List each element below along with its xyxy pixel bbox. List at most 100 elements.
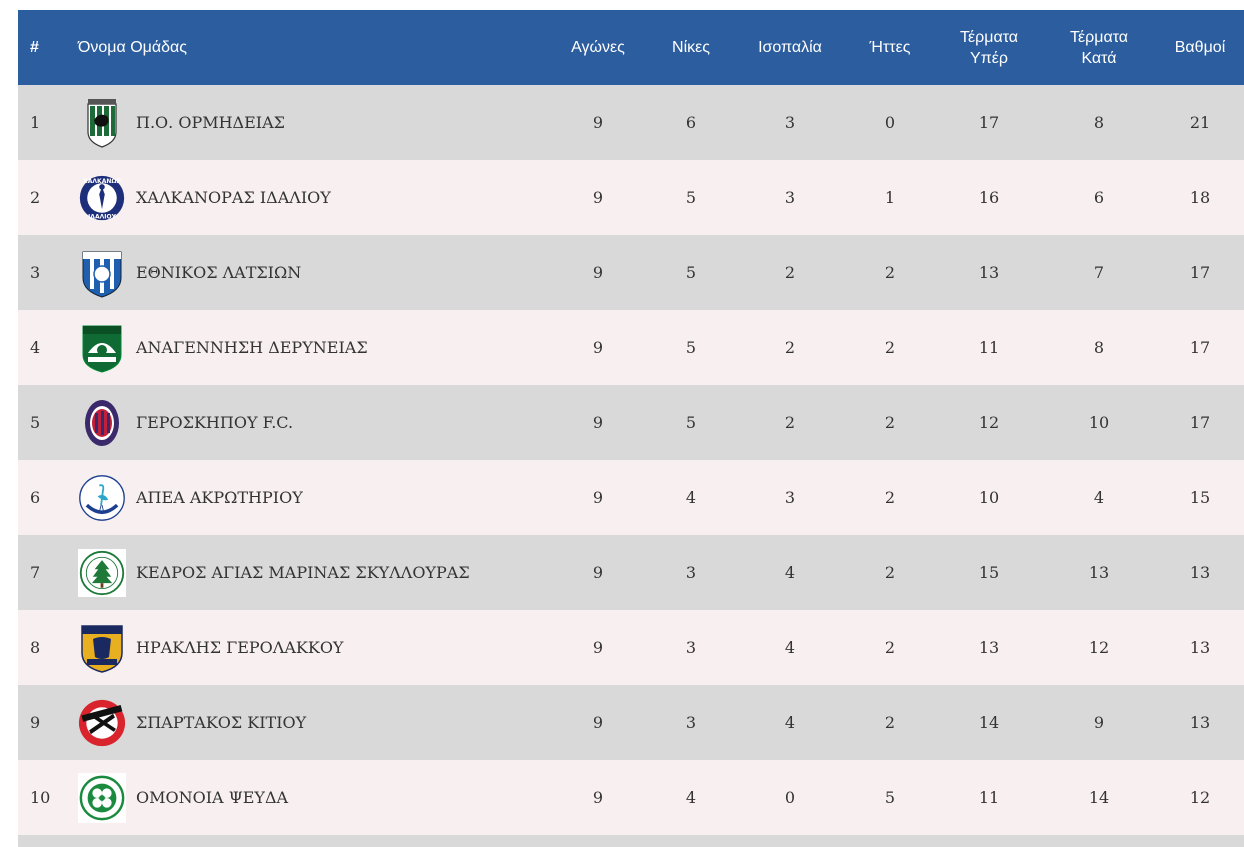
rank-cell: 5 [30,413,41,432]
header-row: # Όνομα Ομάδας Αγώνες Νίκες Ισοπαλία Ήττ… [18,10,1244,85]
rank-cell: 6 [30,488,41,507]
team-name[interactable]: ΧΑΛΚΑΝΟΡΑΣ ΙΔΑΛΙΟΥ [136,188,331,207]
losses-cell: 1 [884,188,896,207]
rank-cell: 7 [30,563,41,582]
points-cell: 13 [1189,563,1211,582]
apea-crest-icon[interactable] [78,473,126,523]
table-row[interactable]: 2 ΧΑΛΚΑΝΩΡ ΙΔΑΛΙΟΥ [18,160,1244,235]
goals-for-cell: 11 [978,788,1000,807]
played-cell: 9 [592,263,604,282]
header-played[interactable]: Αγώνες [571,39,625,56]
points-cell: 17 [1189,338,1211,357]
rank-cell: 3 [30,263,41,282]
goals-for-cell: 13 [978,263,1000,282]
chalkanoras-crest-icon[interactable]: ΧΑΛΚΑΝΩΡ ΙΔΑΛΙΟΥ [78,173,126,223]
team-cell: ΧΑΛΚΑΝΩΡ ΙΔΑΛΙΟΥ ΧΑΛΚΑΝΟΡΑΣ ΙΔΑΛΙΟΥ [78,160,550,235]
rank-cell: 8 [30,638,41,657]
team-name[interactable]: ΣΠΑΡΤΑΚΟΣ ΚΙΤΙΟΥ [136,713,307,732]
points-cell: 18 [1189,188,1211,207]
header-goals-against-line2: Κατά [1081,49,1117,67]
table-body: 1 [18,85,1244,835]
header-points[interactable]: Βαθμοί [1174,39,1226,56]
losses-cell: 2 [884,338,896,357]
anagennisi-crest-icon[interactable] [78,323,126,373]
ethnikos-crest-icon[interactable] [78,248,126,298]
team-name[interactable]: ΚΕΔΡΟΣ ΑΓΙΑΣ ΜΑΡΙΝΑΣ ΣΚΥΛΛΟΥΡΑΣ [136,563,470,582]
team-name[interactable]: ΕΘΝΙΚΟΣ ΛΑΤΣΙΩΝ [136,263,302,282]
goals-against-cell: 13 [1088,563,1110,582]
goals-for-cell: 12 [978,413,1000,432]
goals-for-cell: 16 [978,188,1000,207]
played-cell: 9 [592,338,604,357]
team-cell: ΣΠΑΡΤΑΚΟΣ ΚΙΤΙΟΥ [78,685,550,760]
played-cell: 9 [592,113,604,132]
rank-cell: 4 [30,338,41,357]
draws-cell: 4 [784,563,796,582]
team-name[interactable]: ΗΡΑΚΛΗΣ ΓΕΡΟΛΑΚΚΟΥ [136,638,344,657]
team-name[interactable]: ΟΜΟΝΟΙΑ ΨΕΥΔΑ [136,788,289,807]
iraklis-crest-icon[interactable] [78,623,126,673]
table-header: # Όνομα Ομάδας Αγώνες Νίκες Ισοπαλία Ήττ… [18,10,1244,85]
rank-cell: 1 [30,113,41,132]
header-losses[interactable]: Ήττες [869,39,911,56]
wins-cell: 3 [685,638,697,657]
geroskipou-crest-icon[interactable] [78,398,126,448]
table-row[interactable]: 9 ΣΠΑΡΤΑΚΟΣ ΚΙΤΙΟΥ [18,685,1244,760]
points-cell: 21 [1189,113,1211,132]
played-cell: 9 [592,638,604,657]
team-cell: ΕΘΝΙΚΟΣ ΛΑΤΣΙΩΝ [78,235,550,310]
table-row[interactable]: 3 ΕΘΝΙΚΟΣ [18,235,1244,310]
header-goals-for-line2: Υπέρ [970,49,1008,67]
losses-cell: 2 [884,413,896,432]
table-row[interactable]: 1 [18,85,1244,160]
played-cell: 9 [592,713,604,732]
header-draws[interactable]: Ισοπαλία [758,39,822,56]
draws-cell: 2 [784,338,796,357]
header-team-name[interactable]: Όνομα Ομάδας [78,39,187,56]
losses-cell: 2 [884,488,896,507]
wins-cell: 5 [685,338,697,357]
played-cell: 9 [592,488,604,507]
kedros-crest-icon[interactable] [78,548,126,598]
goals-for-cell: 15 [978,563,1000,582]
table-row[interactable]: 8 ΗΡΑΚΛΗΣ ΓΕΡΟΛΑΚΚΟΥ [18,610,1244,685]
losses-cell: 5 [884,788,896,807]
goals-against-cell: 9 [1093,713,1105,732]
team-name[interactable]: ΑΝΑΓΕΝΝΗΣΗ ΔΕΡΥΝΕΙΑΣ [136,338,368,357]
table-row[interactable]: 4 ΑΝΑΓΕΝΝΗΣΗ ΔΕΡΥΝΕΙΑΣ [18,310,1244,385]
table-row[interactable]: 7 ΚΕΔΡΟΣ ΑΓΙΑΣ ΜΑΡΙΝΑΣ ΣΚΥΛ [18,535,1244,610]
rank-cell: 10 [30,788,51,807]
wins-cell: 5 [685,413,697,432]
header-wins[interactable]: Νίκες [672,39,710,56]
goals-for-cell: 11 [978,338,1000,357]
team-cell: ΚΕΔΡΟΣ ΑΓΙΑΣ ΜΑΡΙΝΑΣ ΣΚΥΛΛΟΥΡΑΣ [78,535,550,610]
team-cell: ΑΝΑΓΕΝΝΗΣΗ ΔΕΡΥΝΕΙΑΣ [78,310,550,385]
played-cell: 9 [592,413,604,432]
team-name[interactable]: ΑΠΕΑ ΑΚΡΩΤΗΡΙΟΥ [136,488,303,507]
header-goals-against[interactable]: Τέρματα Κατά [1042,10,1156,85]
ormideia-crest-icon[interactable] [78,98,126,148]
omonoia-crest-icon[interactable] [78,772,126,823]
points-cell: 17 [1189,413,1211,432]
header-rank[interactable]: # [30,39,39,56]
header-goals-for[interactable]: Τέρματα Υπέρ [936,10,1042,85]
table-row[interactable]: 5 ΓΕΡΟΣΚΗΠ [18,385,1244,460]
standings-table-wrapper: # Όνομα Ομάδας Αγώνες Νίκες Ισοπαλία Ήττ… [18,10,1244,847]
goals-against-cell: 8 [1093,338,1105,357]
goals-for-cell: 13 [978,638,1000,657]
spartakos-crest-icon[interactable] [78,698,126,748]
played-cell: 9 [592,188,604,207]
table-row[interactable]: 10 [18,760,1244,835]
wins-cell: 4 [685,788,697,807]
goals-against-cell: 10 [1088,413,1110,432]
draws-cell: 4 [784,713,796,732]
table-row[interactable]: 6 ΑΠΕΑ ΑΚΡΩΤΗΡΙΟΥ [18,460,1244,535]
wins-cell: 4 [685,488,697,507]
team-name[interactable]: Π.Ο. ΟΡΜΗΔΕΙΑΣ [136,113,285,132]
wins-cell: 3 [685,713,697,732]
draws-cell: 3 [784,488,796,507]
chalkanoras-crest-text-bottom: ΙΔΑΛΙΟΥ [88,213,116,220]
team-cell: ΗΡΑΚΛΗΣ ΓΕΡΟΛΑΚΚΟΥ [78,610,550,685]
team-name[interactable]: ΓΕΡΟΣΚΗΠΟΥ F.C. [136,413,294,432]
goals-for-cell: 17 [978,113,1000,132]
